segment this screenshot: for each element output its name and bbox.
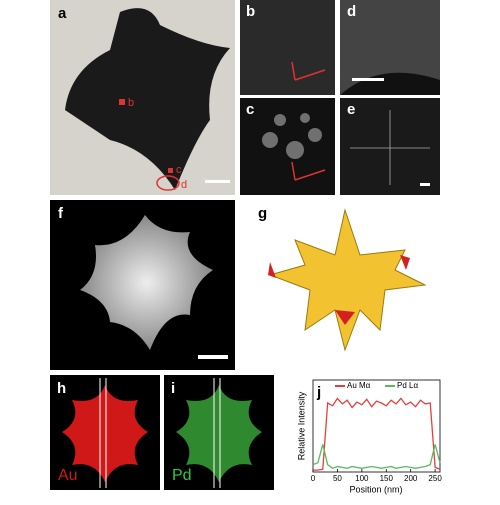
panel-label: j	[316, 384, 321, 401]
panel-b-image	[240, 0, 335, 95]
scale-bar	[205, 180, 230, 183]
scale-bar	[352, 78, 384, 81]
marker-label: c	[176, 164, 182, 176]
marker-label: d	[181, 179, 187, 191]
line-scan	[99, 378, 107, 488]
edge	[340, 72, 440, 95]
panel-label: g	[258, 205, 267, 222]
element-label: Au	[58, 467, 78, 484]
x-tick-label: 150	[380, 474, 394, 483]
fft-streak	[350, 110, 430, 185]
scale-bar	[420, 183, 430, 186]
facet	[335, 310, 355, 325]
panel-label: h	[57, 380, 66, 397]
marker	[119, 99, 125, 105]
axes-arrow	[291, 61, 326, 81]
x-tick-label: 50	[333, 474, 342, 483]
particle	[80, 215, 213, 350]
element-label: Pd	[172, 467, 192, 484]
map-au	[62, 385, 148, 482]
panel-label: i	[171, 380, 175, 397]
legend-label: Pd Lα	[397, 381, 418, 390]
axes-arrow	[291, 161, 326, 181]
panel-label: f	[58, 205, 64, 222]
marker-label: b	[128, 97, 134, 109]
x-tick-label: 100	[355, 474, 369, 483]
x-tick-label: 250	[428, 474, 442, 483]
speckles	[262, 113, 322, 159]
x-axis-label: Position (nm)	[349, 484, 402, 494]
panel-label: a	[58, 5, 67, 22]
legend-label: Au Mα	[347, 381, 371, 390]
star-model	[268, 208, 427, 352]
panel-label: b	[246, 3, 255, 20]
marker	[168, 168, 173, 173]
chart: j Position (nm) Relative Intensity 0 50 10…	[296, 379, 442, 494]
y-axis-label: Relative Intensity	[296, 391, 306, 460]
series-line	[313, 397, 441, 471]
x-tick-label: 0	[311, 474, 316, 483]
line-scan	[213, 378, 221, 488]
scale-bar	[198, 355, 228, 359]
particle	[65, 8, 230, 190]
panel-label: c	[246, 101, 254, 118]
plot-frame	[312, 379, 441, 473]
map-pd	[176, 385, 262, 482]
x-tick-label: 200	[404, 474, 418, 483]
panel-label: d	[347, 3, 356, 20]
marker-ring	[156, 175, 180, 191]
panel-label: e	[347, 101, 355, 118]
series-line	[312, 444, 441, 470]
